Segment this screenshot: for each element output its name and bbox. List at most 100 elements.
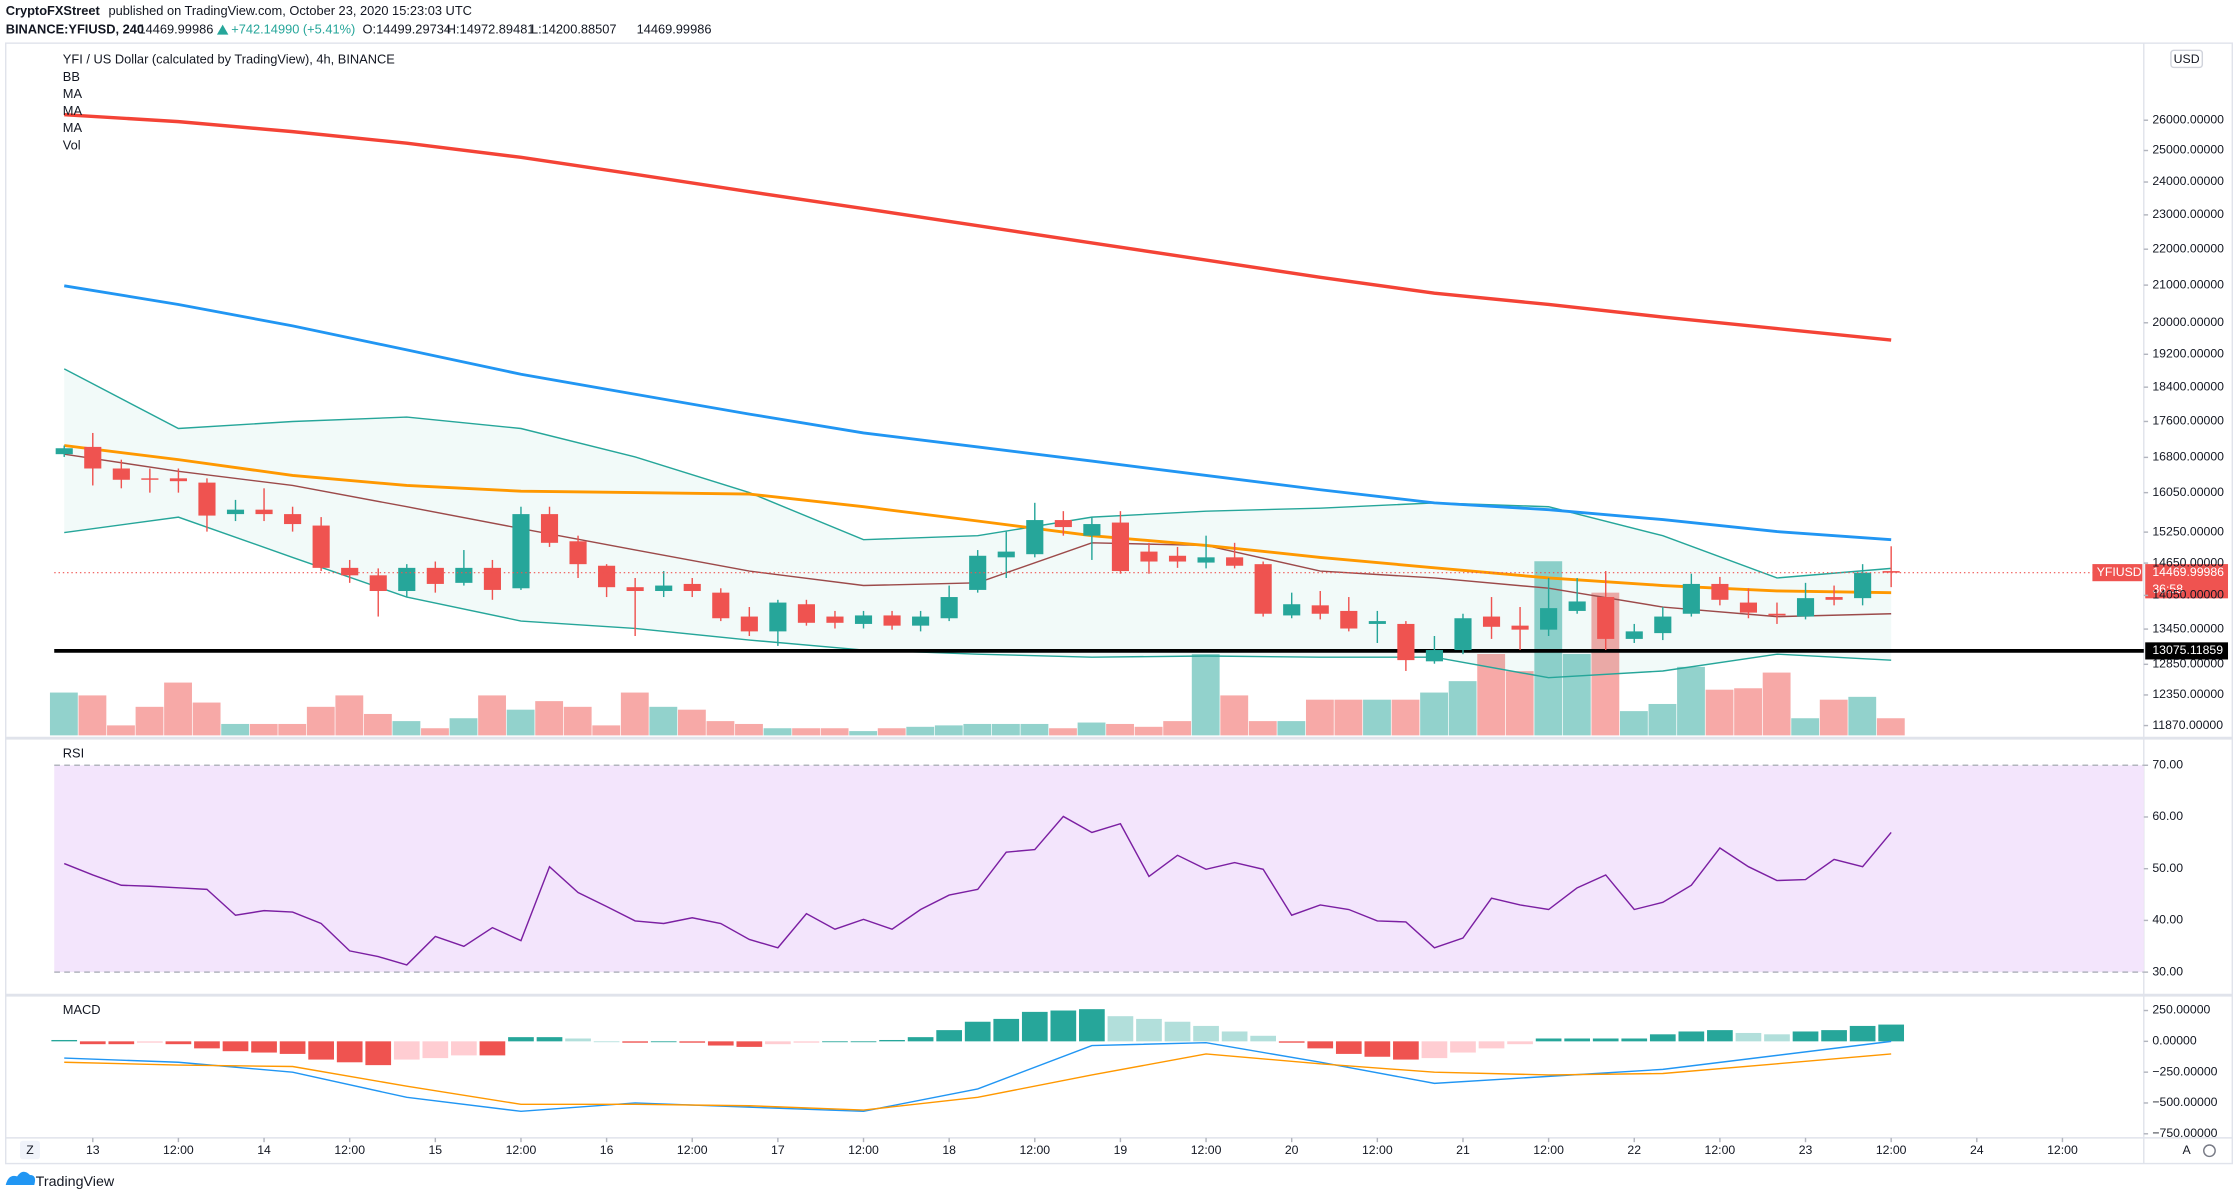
volume-bar [1734,688,1762,736]
macd-histogram-bar [79,1041,106,1045]
macd-histogram-bar [1193,1025,1219,1042]
macd-histogram-bar [565,1038,591,1042]
candle-body [84,446,102,469]
y-tick-label: 250.00000 [2152,1003,2210,1017]
candle-body [1711,583,1729,600]
candle-body [426,567,444,584]
x-tick-label: 12:00 [1705,1143,1736,1157]
volume-bar [1020,723,1049,736]
volume-bar [1791,718,1820,736]
close-value: 14469.99986 [637,22,712,37]
macd-histogram-bar [422,1041,449,1059]
volume-bar [677,709,706,736]
macd-histogram-bar [536,1037,563,1042]
macd-histogram-bar [822,1041,848,1043]
rsi-band [54,765,2144,973]
candle-body [141,478,159,480]
macd-histogram-bar [308,1041,334,1060]
zoom-label: Z [26,1143,34,1157]
x-tick-label: 12:00 [1533,1143,1564,1157]
y-tick-label: 12350.00000 [2152,687,2224,701]
volume-bar [1505,671,1534,736]
candle-body [1397,623,1415,661]
candle-body [1654,616,1672,634]
candle-body [398,567,416,592]
macd-histogram-bar [1364,1041,1391,1057]
macd-histogram-bar [622,1041,648,1043]
x-tick-label: 20 [1285,1143,1299,1157]
macd-histogram-bar [736,1041,763,1047]
volume-bar [1420,692,1448,736]
volume-bar [1363,699,1391,736]
candle-body [1825,597,1843,600]
candle-body [683,583,701,592]
band-lower [64,516,1892,679]
volume-bar [107,725,135,736]
y-tick-label: 16050.00000 [2152,485,2224,499]
candle-body [1283,604,1301,616]
last-price-label: 14469.99986 [2152,565,2224,579]
volume-bar [1677,666,1705,736]
macd-histogram-bar [194,1041,220,1049]
macd-histogram-bar [365,1041,392,1066]
volume-bar [49,692,78,736]
volume-bar [1248,721,1277,736]
candle-body [912,616,930,626]
macd-histogram-bar [1649,1034,1676,1042]
macd-line [64,1053,1892,1111]
published-note: published on TradingView.com, October 23… [108,3,471,18]
y-tick-label: 11870.00000 [2152,718,2223,732]
candle-body [569,541,587,565]
macd-histogram-bar [907,1037,934,1042]
candle-body [1768,613,1786,616]
macd-histogram-bar [108,1041,135,1045]
low-value: L:14200.88507 [531,22,617,37]
x-tick-label: 15 [428,1143,442,1157]
x-tick-label: 12:00 [1362,1143,1393,1157]
candle-body [312,525,330,568]
volume-bar [1848,696,1877,736]
volume-bar [1134,726,1163,736]
x-tick-label: 22 [1627,1143,1641,1157]
chart-frame [4,42,2234,1165]
macd-histogram-bar [1621,1038,1648,1042]
y-tick-label: 23000.00000 [2152,207,2224,221]
candle-body [1083,524,1101,536]
candle-body [255,509,273,515]
x-tick-label: 18 [942,1143,956,1157]
macd-histogram-bar [1164,1021,1191,1042]
volume-bar [963,723,992,736]
auto-scale-label[interactable]: A [2183,1143,2192,1157]
candle-body [198,482,216,516]
settings-icon[interactable] [2203,1144,2216,1158]
macd-histogram-bar [1878,1024,1905,1042]
volume-bar [1305,699,1334,736]
volume-bar [1648,703,1677,736]
price-change: +742.14990 (+5.41%) [231,22,355,37]
macd-histogram-bar [1592,1038,1619,1042]
moving-average [63,284,1892,542]
volume-bar [535,701,564,736]
y-tick-label: −500.00000 [2152,1095,2217,1109]
volume-bar [1163,721,1192,736]
macd-histogram-bar [765,1041,791,1045]
volume-bar [506,709,535,736]
x-tick-label: 24 [1970,1143,1984,1157]
volume-bar [706,721,735,736]
volume-bar [421,728,449,736]
macd-histogram-bar [1678,1031,1705,1042]
x-tick-label: 16 [600,1143,614,1157]
zoom-button[interactable] [19,1140,40,1160]
volume-bar [1619,711,1648,736]
volume-bar [192,702,221,736]
currency-box[interactable] [2170,49,2204,69]
candle-body [883,615,901,626]
macd-histogram-bar [793,1041,820,1043]
macd-histogram-bar [964,1021,991,1042]
volume-bar [991,723,1020,736]
candle-body [1739,602,1758,613]
macd-histogram-bar [508,1037,534,1042]
moving-average [64,112,1892,342]
